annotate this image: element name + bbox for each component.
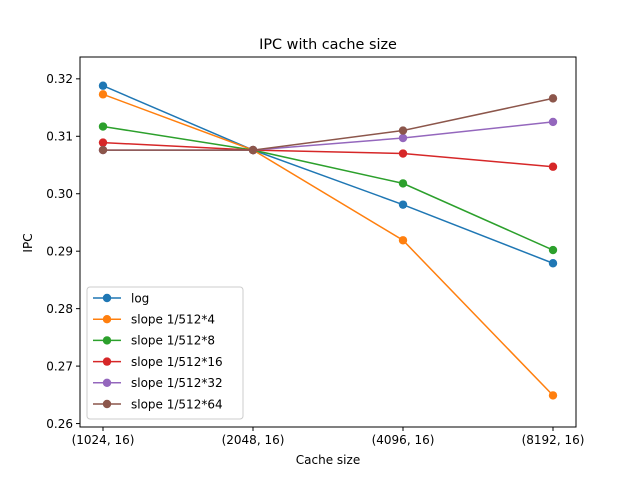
legend-marker bbox=[102, 399, 112, 409]
y-tick-label: 0.27 bbox=[46, 359, 73, 373]
x-tick-label: (2048, 16) bbox=[222, 433, 285, 447]
chart-title: IPC with cache size bbox=[259, 37, 397, 53]
x-tick-label: (1024, 16) bbox=[72, 433, 135, 447]
y-tick-label: 0.32 bbox=[46, 72, 73, 86]
legend-label: slope 1/512*8 bbox=[131, 334, 215, 348]
legend-label: log bbox=[131, 291, 149, 305]
legend-label: slope 1/512*64 bbox=[131, 397, 223, 411]
series-point bbox=[398, 236, 408, 245]
x-tick-label: (4096, 16) bbox=[372, 433, 435, 447]
y-tick-label: 0.26 bbox=[46, 417, 73, 431]
legend-box bbox=[86, 286, 244, 420]
series-point bbox=[548, 245, 558, 255]
series-point bbox=[98, 138, 108, 147]
legend-marker bbox=[102, 293, 112, 303]
legend-label: slope 1/512*4 bbox=[131, 313, 215, 327]
y-tick-label: 0.31 bbox=[46, 130, 73, 144]
series-point bbox=[98, 122, 108, 131]
series-line-5 bbox=[103, 97, 554, 151]
series-point bbox=[398, 179, 408, 188]
series-point bbox=[398, 126, 408, 135]
series-point bbox=[548, 162, 558, 171]
series-point bbox=[398, 133, 408, 143]
legend-marker bbox=[102, 357, 112, 366]
series-point bbox=[398, 200, 408, 209]
plot-frame bbox=[79, 56, 577, 428]
series-point bbox=[248, 145, 258, 155]
legend-label: slope 1/512*16 bbox=[131, 355, 223, 369]
x-axis-label: Cache size bbox=[296, 453, 360, 467]
y-tick-label: 0.30 bbox=[46, 187, 73, 201]
legend-marker bbox=[102, 378, 112, 387]
y-tick-label: 0.28 bbox=[46, 302, 73, 316]
plot-marks: (1024, 16) (2048, 16) (4096, 16) (8192, 16)… bbox=[46, 72, 584, 447]
series-point bbox=[98, 81, 108, 90]
series-point bbox=[548, 94, 558, 103]
series-line-1 bbox=[102, 93, 554, 396]
series-point bbox=[548, 117, 558, 127]
legend-marker bbox=[102, 315, 112, 324]
series-point bbox=[98, 90, 108, 99]
y-axis-label: IPC bbox=[21, 233, 35, 252]
legend-marker bbox=[102, 336, 112, 345]
series-point bbox=[398, 149, 408, 158]
series-point bbox=[98, 145, 108, 155]
series-point bbox=[548, 259, 558, 268]
series-point bbox=[548, 391, 558, 400]
series-line-2 bbox=[102, 125, 554, 251]
legend-label: slope 1/512*32 bbox=[131, 376, 223, 390]
series-line-0 bbox=[102, 85, 554, 264]
x-tick-label: (8192, 16) bbox=[522, 433, 585, 447]
series-line-3 bbox=[102, 141, 554, 168]
legend: log slope 1/512*4 slope 1/512*8 slope 1/512… bbox=[86, 286, 244, 420]
y-tick-label: 0.29 bbox=[46, 244, 73, 258]
